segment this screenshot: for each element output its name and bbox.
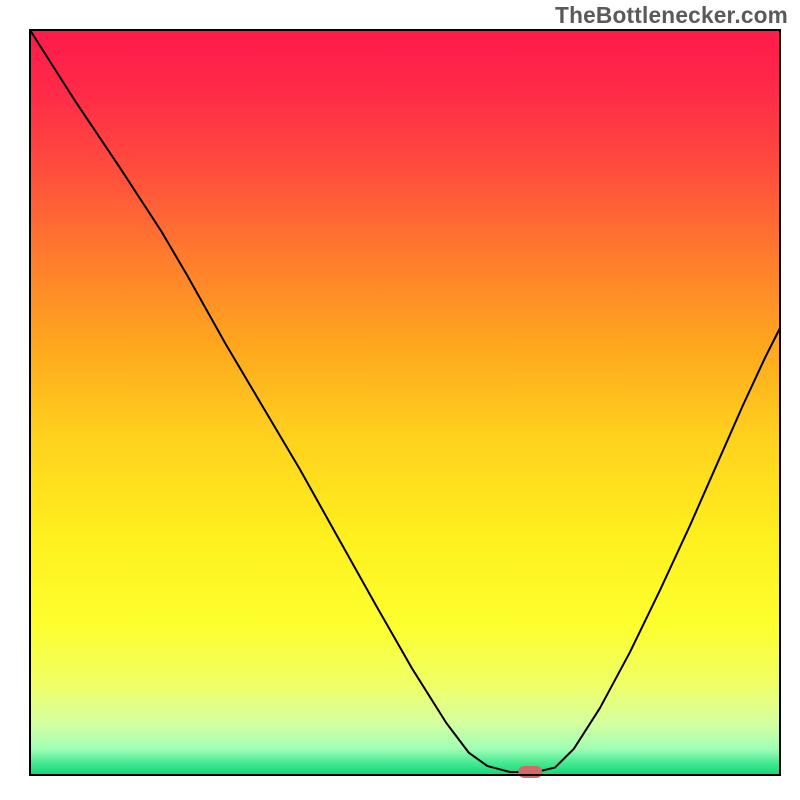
plot-background [30,30,780,775]
optimal-marker [518,766,542,778]
figure-container: TheBottlenecker.com [0,0,800,800]
bottleneck-chart [0,0,800,800]
